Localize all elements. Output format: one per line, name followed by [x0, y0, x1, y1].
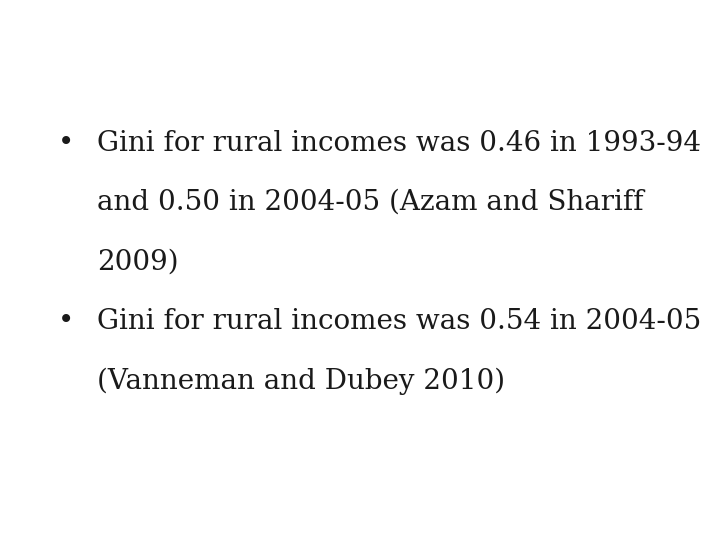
Text: Gini for rural incomes was 0.54 in 2004-05: Gini for rural incomes was 0.54 in 2004-…	[97, 308, 701, 335]
Text: Gini for rural incomes was 0.46 in 1993-94: Gini for rural incomes was 0.46 in 1993-…	[97, 130, 701, 157]
Text: and 0.50 in 2004-05 (Azam and Shariff: and 0.50 in 2004-05 (Azam and Shariff	[97, 189, 644, 216]
Text: •: •	[58, 130, 74, 157]
Text: 2009): 2009)	[97, 248, 179, 275]
Text: •: •	[58, 308, 74, 335]
Text: (Vanneman and Dubey 2010): (Vanneman and Dubey 2010)	[97, 367, 505, 395]
